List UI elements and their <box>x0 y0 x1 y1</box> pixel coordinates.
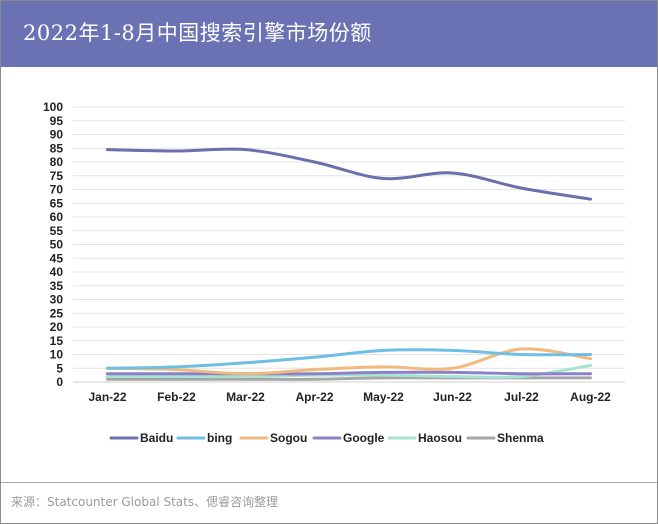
y-tick-label: 50 <box>50 238 64 252</box>
x-tick-label: Mar-22 <box>226 390 265 404</box>
y-tick-label: 40 <box>50 265 64 279</box>
x-tick-label: May-22 <box>363 390 404 404</box>
line-chart: 0510152025303540455055606570758085909510… <box>43 100 625 445</box>
y-tick-label: 60 <box>50 210 64 224</box>
x-axis-ticks: Jan-22 Feb-22 Mar-22 Apr-22 May-22 Jun-22 Jul-… <box>88 390 611 404</box>
legend-label: Google <box>343 431 385 445</box>
series-line-baidu <box>106 147 592 201</box>
x-tick-label: Apr-22 <box>295 390 333 404</box>
x-tick-label: Jun-22 <box>433 390 472 404</box>
y-tick-label: 0 <box>56 375 63 389</box>
source-note: 来源：Statcounter Global Stats、偲睿咨询整理 <box>11 495 279 509</box>
y-tick-label: 35 <box>50 279 64 293</box>
y-tick-label: 25 <box>50 306 64 320</box>
legend-item-baidu: Baidu <box>109 431 173 445</box>
y-tick-label: 75 <box>50 169 64 183</box>
series-line-haosou <box>106 364 592 379</box>
legend-item-sogou: Sogou <box>239 431 307 445</box>
x-tick-label: Jul-22 <box>504 390 539 404</box>
x-tick-label: Feb-22 <box>157 390 196 404</box>
y-tick-label: 20 <box>50 320 64 334</box>
footer-divider <box>1 482 657 483</box>
legend: Baidu bing Sogou Google Haosou Shenma <box>109 431 544 445</box>
y-tick-label: 100 <box>43 100 63 114</box>
y-tick-label: 10 <box>50 348 64 362</box>
legend-label: Haosou <box>418 431 462 445</box>
x-tick-label: Aug-22 <box>570 390 611 404</box>
legend-label: Baidu <box>140 431 173 445</box>
y-tick-label: 70 <box>50 183 64 197</box>
series-line-google <box>106 370 592 376</box>
y-tick-label: 65 <box>50 196 64 210</box>
legend-item-shenma: Shenma <box>466 431 544 445</box>
legend-item-haosou: Haosou <box>387 431 462 445</box>
y-tick-label: 30 <box>50 293 64 307</box>
y-axis-ticks: 0510152025303540455055606570758085909510… <box>43 100 63 389</box>
gridlines <box>73 106 625 383</box>
legend-label: Sogou <box>270 431 307 445</box>
legend-label: bing <box>207 431 232 445</box>
chart-title: 2022年1-8月中国搜索引擎市场份额 <box>23 21 372 45</box>
legend-item-google: Google <box>312 431 385 445</box>
legend-item-bing: bing <box>176 431 232 445</box>
y-tick-label: 85 <box>50 141 64 155</box>
y-tick-label: 5 <box>56 361 63 375</box>
series-line-bing <box>106 348 592 370</box>
x-tick-label: Jan-22 <box>88 390 126 404</box>
y-tick-label: 45 <box>50 251 64 265</box>
y-tick-label: 95 <box>50 114 64 128</box>
y-tick-label: 15 <box>50 334 64 348</box>
y-tick-label: 80 <box>50 155 64 169</box>
y-tick-label: 55 <box>50 224 64 238</box>
y-tick-label: 90 <box>50 128 64 142</box>
title-bar: 2022年1-8月中国搜索引擎市场份额 <box>1 1 657 67</box>
series-line-sogou <box>106 347 592 376</box>
legend-label: Shenma <box>497 431 544 445</box>
series-lines <box>106 147 592 381</box>
